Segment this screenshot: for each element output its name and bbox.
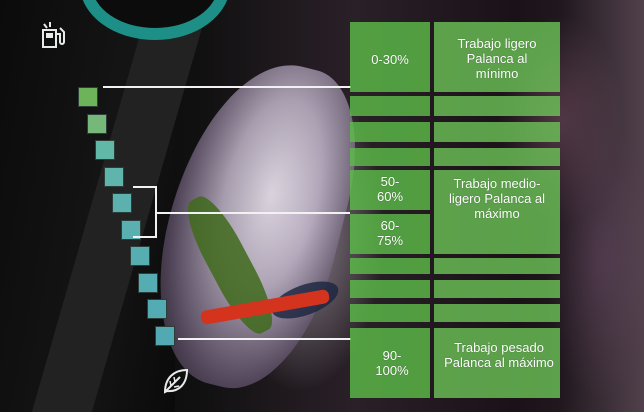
range-label: 60-75% — [376, 218, 404, 248]
connector-line-top — [103, 86, 351, 88]
overlay-band — [350, 258, 430, 274]
range-label: 90-100% — [375, 348, 409, 378]
overlay-band — [434, 304, 560, 322]
level-segment — [78, 87, 98, 107]
level-segment — [121, 219, 141, 240]
overlay-band — [350, 96, 430, 116]
overlay-band — [350, 304, 430, 322]
level-segment — [86, 113, 107, 134]
range-label: 50-60% — [376, 174, 404, 204]
connector-line-bottom — [178, 338, 351, 340]
level-segment — [95, 140, 116, 160]
fuel-pump-icon — [40, 22, 66, 50]
overlay-cell-desc-1 — [434, 22, 560, 92]
overlay-band — [434, 258, 560, 274]
level-segment — [138, 272, 159, 293]
overlay-band — [350, 148, 430, 166]
work-level-overlay: 0-30% Trabajo ligero Palanca al mínimo 5… — [350, 22, 560, 398]
overlay-cell-range-4 — [350, 328, 430, 398]
overlay-cell-desc-3 — [434, 328, 560, 398]
overlay-band — [434, 148, 560, 166]
connector-line-mid — [157, 212, 350, 214]
overlay-band — [434, 122, 560, 142]
range-label: 0-30% — [371, 52, 409, 67]
level-segment — [129, 246, 150, 266]
overlay-band — [434, 280, 560, 298]
level-segment — [103, 166, 124, 187]
level-segment — [155, 325, 176, 346]
overlay-band — [350, 280, 430, 298]
overlay-band — [434, 96, 560, 116]
overlay-cell-range-1 — [350, 22, 430, 92]
overlay-cell-range-2 — [350, 170, 430, 210]
work-description: Trabajo medio-ligero Palanca al máximo — [448, 176, 546, 221]
leaf-icon — [160, 366, 190, 396]
connector-bracket-mid — [133, 186, 157, 238]
overlay-cell-range-3 — [350, 214, 430, 254]
overlay-cell-desc-2 — [434, 170, 560, 254]
level-segment — [146, 299, 167, 319]
work-description: Trabajo pesado Palanca al máximo — [444, 340, 554, 370]
background-glow — [560, 0, 644, 412]
overlay-band — [350, 122, 430, 142]
work-description: Trabajo ligero Palanca al mínimo — [457, 36, 537, 81]
level-segment — [112, 193, 133, 213]
